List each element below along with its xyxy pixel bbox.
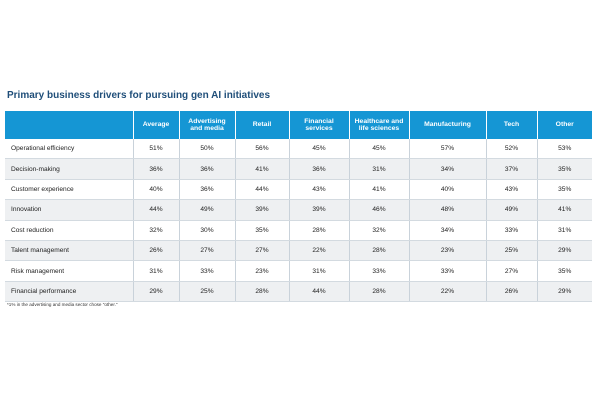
header-cell-blank: [5, 111, 133, 139]
table-cell: 44%: [288, 281, 349, 303]
table-cell: 33%: [348, 260, 409, 282]
row-label: Risk management: [5, 260, 133, 282]
table-cell: 48%: [408, 199, 486, 221]
column-header: Manufacturing: [408, 111, 486, 139]
column-header: Other: [536, 111, 592, 139]
column-header: Healthcare and life sciences: [348, 111, 409, 139]
table-cell: 29%: [536, 281, 592, 303]
table-row: Operational efficiency 51% 50% 56% 45% 45% 57%…: [5, 139, 592, 160]
table-cell: 33%: [485, 220, 537, 241]
table-cell: 33%: [178, 260, 235, 282]
row-label: Innovation: [5, 199, 133, 221]
footnote: *1% in the advertising and media sector …: [7, 302, 118, 307]
table-cell: 49%: [178, 199, 235, 221]
table-body: Operational efficiency 51% 50% 56% 45% 45% 57%…: [5, 139, 592, 303]
column-header: Average: [132, 111, 179, 139]
table-row: Financial performance 29% 25% 28% 44% 28% 22% 2…: [5, 281, 592, 303]
table-cell: 49%: [485, 199, 537, 221]
table-cell: 45%: [348, 139, 409, 160]
table-cell: 28%: [348, 240, 409, 262]
table-cell: 44%: [234, 179, 289, 201]
table-cell: 33%: [408, 260, 486, 282]
table-cell: 36%: [288, 158, 349, 180]
table-cell: 35%: [234, 220, 289, 241]
table-cell: 27%: [234, 240, 289, 262]
column-header: Financial services: [288, 111, 349, 139]
table-cell: 44%: [132, 199, 179, 221]
table-cell: 35%: [536, 179, 592, 201]
table-cell: 35%: [536, 158, 592, 180]
table-row: Innovation 44% 49% 39% 39% 46% 48% 49% 41%: [5, 199, 592, 221]
table-cell: 41%: [348, 179, 409, 201]
column-header: Tech: [485, 111, 537, 139]
table-cell: 34%: [408, 220, 486, 241]
row-label: Customer experience: [5, 179, 133, 201]
table-cell: 22%: [408, 281, 486, 303]
table-cell: 50%: [178, 139, 235, 160]
table-row: Decision-making 36% 36% 41% 36% 31% 34% 37% 35%: [5, 158, 592, 180]
table-cell: 31%: [288, 260, 349, 282]
row-label: Cost reduction: [5, 220, 133, 241]
table-cell: 56%: [234, 139, 289, 160]
table-cell: 36%: [178, 179, 235, 201]
table-cell: 51%: [132, 139, 179, 160]
row-label: Decision-making: [5, 158, 133, 180]
table-cell: 30%: [178, 220, 235, 241]
table-cell: 39%: [234, 199, 289, 221]
table-cell: 25%: [178, 281, 235, 303]
table-cell: 37%: [485, 158, 537, 180]
table-cell: 40%: [132, 179, 179, 201]
column-header: Retail: [234, 111, 289, 139]
table-cell: 43%: [485, 179, 537, 201]
table-cell: 31%: [348, 158, 409, 180]
page-title: Primary business drivers for pursuing ge…: [7, 90, 271, 101]
table-cell: 27%: [178, 240, 235, 262]
table-cell: 29%: [132, 281, 179, 303]
row-label: Financial performance: [5, 281, 133, 303]
header-row: Average Advertising and media Retail Financ…: [5, 111, 592, 139]
table-cell: 28%: [348, 281, 409, 303]
table-cell: 28%: [288, 220, 349, 241]
table-cell: 26%: [132, 240, 179, 262]
table-cell: 36%: [178, 158, 235, 180]
column-header: Advertising and media: [178, 111, 235, 139]
table-cell: 32%: [132, 220, 179, 241]
table-cell: 26%: [485, 281, 537, 303]
table-cell: 28%: [234, 281, 289, 303]
table-cell: 52%: [485, 139, 537, 160]
table-cell: 27%: [485, 260, 537, 282]
table-cell: 45%: [288, 139, 349, 160]
drivers-table: Average Advertising and media Retail Financ…: [5, 111, 592, 303]
table-cell: 29%: [536, 240, 592, 262]
table-cell: 36%: [132, 158, 179, 180]
table-cell: 31%: [132, 260, 179, 282]
table-row: Talent management 26% 27% 27% 22% 28% 23% 25% 29…: [5, 240, 592, 262]
table-cell: 46%: [348, 199, 409, 221]
table-cell: 40%: [408, 179, 486, 201]
table-cell: 23%: [408, 240, 486, 262]
table-cell: 39%: [288, 199, 349, 221]
table-cell: 34%: [408, 158, 486, 180]
table-cell: 41%: [234, 158, 289, 180]
table-row: Risk management 31% 33% 23% 31% 33% 33% 27% 35%: [5, 260, 592, 282]
table-cell: 57%: [408, 139, 486, 160]
table-cell: 25%: [485, 240, 537, 262]
table-row: Customer experience 40% 36% 44% 43% 41% 40% 43%…: [5, 179, 592, 201]
table-row: Cost reduction 32% 30% 35% 28% 32% 34% 33% 31%: [5, 220, 592, 241]
table-cell: 41%: [536, 199, 592, 221]
table-cell: 22%: [288, 240, 349, 262]
row-label: Operational efficiency: [5, 139, 133, 160]
table-cell: 23%: [234, 260, 289, 282]
table-cell: 43%: [288, 179, 349, 201]
row-label: Talent management: [5, 240, 133, 262]
table-cell: 32%: [348, 220, 409, 241]
table-cell: 31%: [536, 220, 592, 241]
table-cell: 53%: [536, 139, 592, 160]
table-cell: 35%: [536, 260, 592, 282]
